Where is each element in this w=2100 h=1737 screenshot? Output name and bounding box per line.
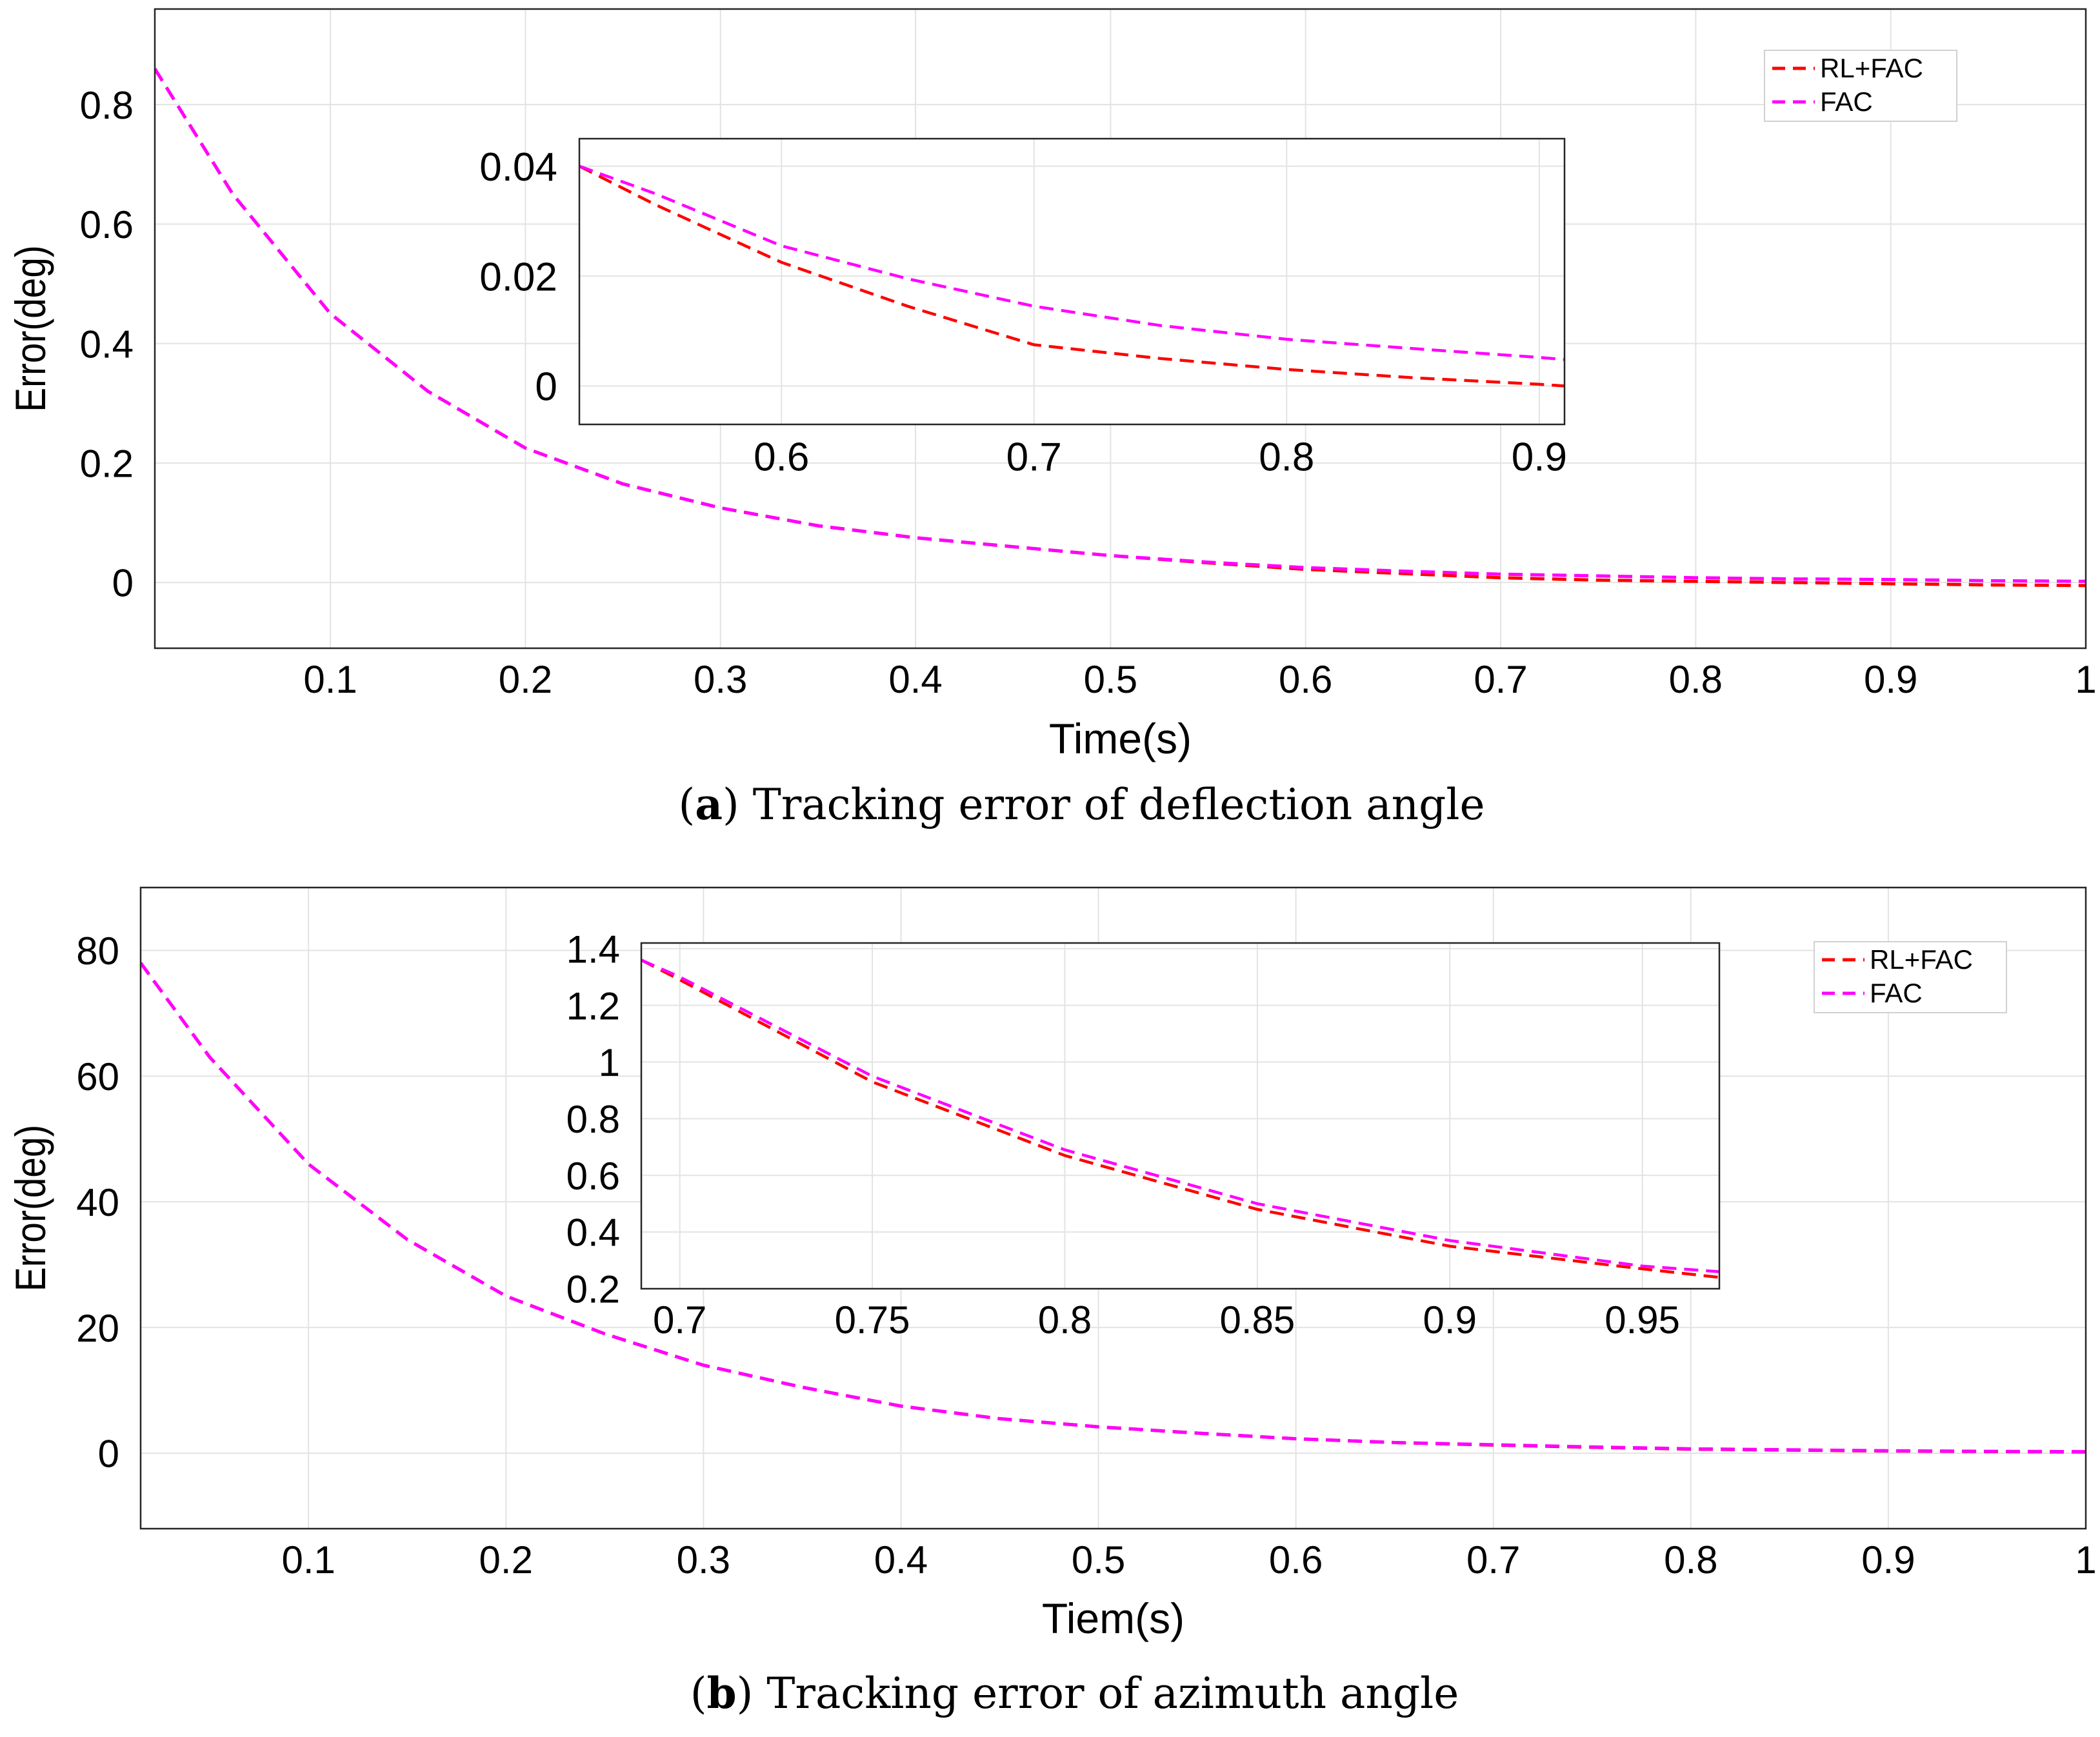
panel-b-inset-axes-box: [640, 942, 1721, 1290]
panel-a-inset-series-line-fac: [579, 164, 1565, 361]
panel-b-x-tick-label: 0.3: [677, 1538, 730, 1582]
panel-b-inset-series-line-rl-fac: [641, 958, 1719, 1279]
panel-b-inset-y-tick-label: 0.4: [566, 1211, 620, 1255]
panel-a-y-tick-label: 0.2: [80, 442, 134, 485]
panel-b-legend-label-rl-fac: RL+FAC: [1870, 944, 1973, 975]
panel-a-caption-text: Tracking error of deflection angle: [753, 780, 1485, 829]
panel-a-inset-x-tick-label: 0.6: [754, 435, 809, 479]
panel-a-caption: (a) Tracking error of deflection angle: [678, 779, 1485, 829]
panel-b-y-tick-label: 20: [76, 1307, 119, 1350]
panel-b-inset-y-tick-label: 0.8: [566, 1098, 620, 1141]
panel-a-x-tick-label: 0.7: [1474, 658, 1527, 701]
panel-a-x-tick-label: 0.5: [1084, 658, 1137, 701]
panel-a-axes-box: [154, 8, 2087, 650]
panel-b-inset-y-tick-label: 0.6: [566, 1155, 620, 1198]
panel-a-inset-series-line-rl-fac: [579, 164, 1565, 388]
panel-b-series-line-fac: [141, 962, 2086, 1454]
panel-b-y-axis-label: Error(deg): [7, 1125, 55, 1292]
panel-b-legend-box: [1814, 941, 2007, 1013]
panel-a-y-tick-label: 0.8: [80, 84, 134, 127]
panel-a-inset-y-tick-label: 0.04: [479, 145, 557, 190]
panel-a-inset-y-tick-label: 0: [535, 365, 557, 410]
panel-a-caption-open: (: [678, 780, 695, 829]
panel-a-legend-box: [1764, 50, 1957, 122]
panel-a-legend-label-fac: FAC: [1820, 86, 1873, 117]
panel-b-inset-x-tick-label: 0.9: [1423, 1298, 1477, 1342]
panel-a-x-tick-label: 0.4: [888, 658, 942, 701]
panel-a-x-tick-label: 1: [2075, 658, 2096, 701]
panel-b-inset-x-tick-label: 0.75: [835, 1298, 910, 1342]
panel-a-x-tick-label: 0.6: [1279, 658, 1332, 701]
panel-b-inset-x-tick-label: 0.85: [1219, 1298, 1295, 1342]
panel-a-x-axis-label: Time(s): [1049, 715, 1192, 762]
panel-a-caption-close: ): [723, 780, 753, 829]
panel-b-inset-series-line-fac: [641, 958, 1719, 1273]
panel-a-inset-x-tick-label: 0.7: [1006, 435, 1062, 479]
panel-b-inset-x-tick-label: 0.8: [1038, 1298, 1092, 1342]
panel-a-x-tick-label: 0.1: [303, 658, 357, 701]
panel-a-x-tick-label: 0.9: [1864, 658, 1917, 701]
panel-b-x-tick-label: 0.7: [1466, 1538, 1520, 1582]
panel-b-inset-y-tick-label: 0.2: [566, 1268, 620, 1311]
panel-a-series-line-fac: [155, 68, 2086, 583]
panel-b-inset-x-tick-label: 0.95: [1605, 1298, 1680, 1342]
panel-b-x-tick-label: 0.1: [281, 1538, 335, 1582]
panel-b-x-tick-label: 0.2: [479, 1538, 533, 1582]
panel-b-caption: (b) Tracking error of azimuth angle: [690, 1668, 1459, 1718]
panel-b: 0.1 0.2 0.3 0.4 0.5 0.6 0.7 0.8 0.9 1 0 20 40 60 80 Tie…: [7, 886, 2097, 1718]
panel-b-inset-plot-area: [641, 943, 1719, 1289]
panel-a: 0.1 0.2 0.3 0.4 0.5 0.6 0.7 0.8 0.9 1 0 0.2 0.4 0.6 0.…: [7, 8, 2097, 829]
panel-b-inset-x-tick-label: 0.7: [653, 1298, 706, 1342]
panel-b-x-tick-label: 0.6: [1269, 1538, 1323, 1582]
panel-a-x-tick-label: 0.2: [499, 658, 552, 701]
panel-b-axes-box: [139, 886, 2087, 1530]
panel-b-inset-y-tick-label: 1: [599, 1041, 620, 1084]
panel-b-caption-close: ): [737, 1669, 767, 1718]
panel-b-inset-y-tick-label: 1.4: [566, 928, 620, 971]
panel-a-inset-axes-box: [578, 137, 1566, 426]
panel-a-inset-plot-area: [579, 139, 1565, 424]
panel-b-y-tick-label: 0: [98, 1433, 119, 1476]
panel-b-x-tick-label: 1: [2075, 1538, 2096, 1582]
panel-b-legend-label-fac: FAC: [1870, 978, 1923, 1008]
panel-a-x-tick-label: 0.8: [1669, 658, 1723, 701]
panel-b-x-tick-label: 0.4: [874, 1538, 928, 1582]
panel-a-y-tick-label: 0: [112, 562, 134, 605]
panel-a-y-tick-label: 0.6: [80, 203, 134, 246]
panel-a-x-tick-label: 0.3: [694, 658, 747, 701]
panel-a-inset-x-tick-label: 0.8: [1259, 435, 1314, 479]
panel-b-y-tick-label: 40: [76, 1181, 119, 1224]
panel-b-x-tick-label: 0.5: [1072, 1538, 1125, 1582]
panel-a-inset-y-tick-label: 0.02: [479, 255, 557, 299]
panel-b-y-tick-label: 60: [76, 1055, 119, 1098]
panel-b-x-tick-label: 0.9: [1861, 1538, 1915, 1582]
panel-b-caption-letter: b: [706, 1668, 736, 1718]
panel-a-legend-label-rl-fac: RL+FAC: [1820, 53, 1923, 83]
panel-b-inset-y-tick-label: 1.2: [566, 984, 620, 1027]
panel-b-y-tick-label: 80: [76, 929, 119, 973]
panel-b-caption-text: Tracking error of azimuth angle: [766, 1669, 1459, 1718]
panel-b-x-axis-label: Tiem(s): [1042, 1594, 1185, 1642]
panel-a-y-tick-label: 0.4: [80, 323, 134, 366]
panel-a-y-axis-label: Error(deg): [7, 245, 55, 412]
panel-a-caption-letter: a: [695, 779, 723, 829]
panel-b-caption-open: (: [690, 1669, 707, 1718]
panel-b-x-tick-label: 0.8: [1664, 1538, 1717, 1582]
panel-a-inset-x-tick-label: 0.9: [1512, 435, 1567, 479]
